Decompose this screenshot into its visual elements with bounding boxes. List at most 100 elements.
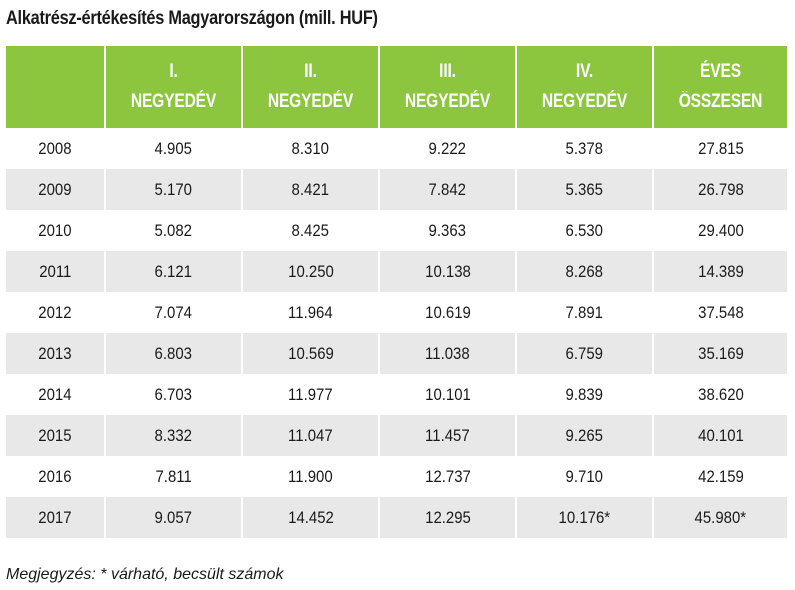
- header-annual-total-cell: ÉVES ÖSSZESEN: [653, 46, 787, 128]
- q3-cell: 7.842: [379, 169, 517, 210]
- cell-value: 11.457: [425, 425, 470, 445]
- cell-value: 2008: [38, 138, 72, 158]
- q2-cell: 10.569: [242, 333, 380, 374]
- cell-value: 11.047: [288, 425, 333, 445]
- header-line-1: I.: [169, 61, 178, 82]
- cell-value: 42.159: [697, 466, 744, 486]
- cell-value: 2015: [38, 425, 72, 445]
- table-row: 2013 6.803 10.569 11.038 6.759 35.169: [6, 333, 787, 374]
- q1-cell: 5.082: [105, 210, 243, 251]
- header-year-cell: [6, 46, 106, 128]
- cell-value: 2014: [38, 384, 72, 404]
- q1-cell: 6.703: [105, 374, 243, 415]
- q2-cell: 8.310: [242, 128, 380, 169]
- header-q4-cell: IV. NEGYEDÉV: [516, 46, 654, 128]
- q3-cell: 9.363: [379, 210, 517, 251]
- q3-cell: 9.222: [379, 128, 517, 169]
- cell-value: 14.452: [287, 507, 334, 527]
- cell-value: 9.363: [428, 220, 467, 240]
- header-line-1: III.: [439, 61, 456, 82]
- table-row: 2017 9.057 14.452 12.295 10.176* 45.980*: [6, 497, 787, 538]
- year-cell: 2012: [6, 292, 106, 333]
- header-line-2: NEGYEDÉV: [541, 91, 628, 112]
- sales-table: I. NEGYEDÉV II. NEGYEDÉV III. NEGYEDÉV I…: [6, 46, 787, 538]
- header-line-1: ÉVES: [700, 61, 741, 82]
- q1-cell: 6.803: [105, 333, 243, 374]
- cell-value: 6.759: [565, 343, 604, 363]
- cell-value: 2009: [38, 179, 72, 199]
- table-row: 2009 5.170 8.421 7.842 5.365 26.798: [6, 169, 787, 210]
- cell-value: 10.619: [424, 302, 471, 322]
- header-line-1: II.: [304, 61, 317, 82]
- annual-total-cell: 37.548: [653, 292, 787, 333]
- cell-value: 8.268: [565, 261, 604, 281]
- cell-value: 35.169: [697, 343, 744, 363]
- cell-value: 6.530: [565, 220, 604, 240]
- table-row: 2015 8.332 11.047 11.457 9.265 40.101: [6, 415, 787, 456]
- cell-value: 5.082: [154, 220, 193, 240]
- year-cell: 2011: [6, 251, 106, 292]
- q3-cell: 11.457: [379, 415, 517, 456]
- cell-value: 12.295: [424, 507, 471, 527]
- annual-total-cell: 35.169: [653, 333, 787, 374]
- year-cell: 2013: [6, 333, 106, 374]
- q1-cell: 6.121: [105, 251, 243, 292]
- year-cell: 2017: [6, 497, 106, 538]
- q2-cell: 10.250: [242, 251, 380, 292]
- annual-total-cell: 26.798: [653, 169, 787, 210]
- cell-value: 11.900: [288, 466, 333, 486]
- table-row: 2008 4.905 8.310 9.222 5.378 27.815: [6, 128, 787, 169]
- table-row: 2016 7.811 11.900 12.737 9.710 42.159: [6, 456, 787, 497]
- q2-cell: 11.964: [242, 292, 380, 333]
- q4-cell: 6.530: [516, 210, 654, 251]
- cell-value: 4.905: [154, 138, 193, 158]
- cell-value: 37.548: [697, 302, 744, 322]
- cell-value: 40.101: [697, 425, 744, 445]
- q1-cell: 5.170: [105, 169, 243, 210]
- header-line-2: NEGYEDÉV: [404, 91, 491, 112]
- header-q2-cell: II. NEGYEDÉV: [242, 46, 380, 128]
- annual-total-cell: 14.389: [653, 251, 787, 292]
- year-cell: 2010: [6, 210, 106, 251]
- q1-cell: 4.905: [105, 128, 243, 169]
- table-title: Alkatrész-értékesítés Magyarországon (mi…: [6, 8, 378, 29]
- cell-value: 9.057: [154, 507, 193, 527]
- q2-cell: 8.421: [242, 169, 380, 210]
- q3-cell: 10.101: [379, 374, 517, 415]
- table-row: 2011 6.121 10.250 10.138 8.268 14.389: [6, 251, 787, 292]
- q3-cell: 10.619: [379, 292, 517, 333]
- cell-value: 9.710: [565, 466, 604, 486]
- q3-cell: 12.295: [379, 497, 517, 538]
- cell-value: 11.038: [425, 343, 470, 363]
- q1-cell: 7.811: [105, 456, 243, 497]
- q3-cell: 10.138: [379, 251, 517, 292]
- cell-value: 10.138: [424, 261, 471, 281]
- q4-cell: 10.176*: [516, 497, 654, 538]
- cell-value: 10.569: [287, 343, 334, 363]
- cell-value: 8.310: [291, 138, 330, 158]
- cell-value: 29.400: [697, 220, 744, 240]
- header-q3-cell: III. NEGYEDÉV: [379, 46, 517, 128]
- q2-cell: 11.977: [242, 374, 380, 415]
- header-line-2: ÖSSZESEN: [678, 91, 763, 112]
- cell-value: 7.842: [428, 179, 467, 199]
- cell-value: 2010: [38, 220, 72, 240]
- cell-value: 8.421: [291, 179, 330, 199]
- year-cell: 2009: [6, 169, 106, 210]
- cell-value: 9.839: [565, 384, 604, 404]
- annual-total-cell: 29.400: [653, 210, 787, 251]
- cell-value: 14.389: [697, 261, 744, 281]
- table-row: 2012 7.074 11.964 10.619 7.891 37.548: [6, 292, 787, 333]
- year-cell: 2015: [6, 415, 106, 456]
- cell-value: 10.176*: [558, 507, 611, 527]
- cell-value: 6.803: [154, 343, 193, 363]
- cell-value: 26.798: [697, 179, 744, 199]
- q2-cell: 14.452: [242, 497, 380, 538]
- q4-cell: 8.268: [516, 251, 654, 292]
- q1-cell: 8.332: [105, 415, 243, 456]
- q4-cell: 7.891: [516, 292, 654, 333]
- cell-value: 9.222: [428, 138, 467, 158]
- cell-value: 11.977: [288, 384, 333, 404]
- q4-cell: 9.265: [516, 415, 654, 456]
- cell-value: 7.891: [565, 302, 604, 322]
